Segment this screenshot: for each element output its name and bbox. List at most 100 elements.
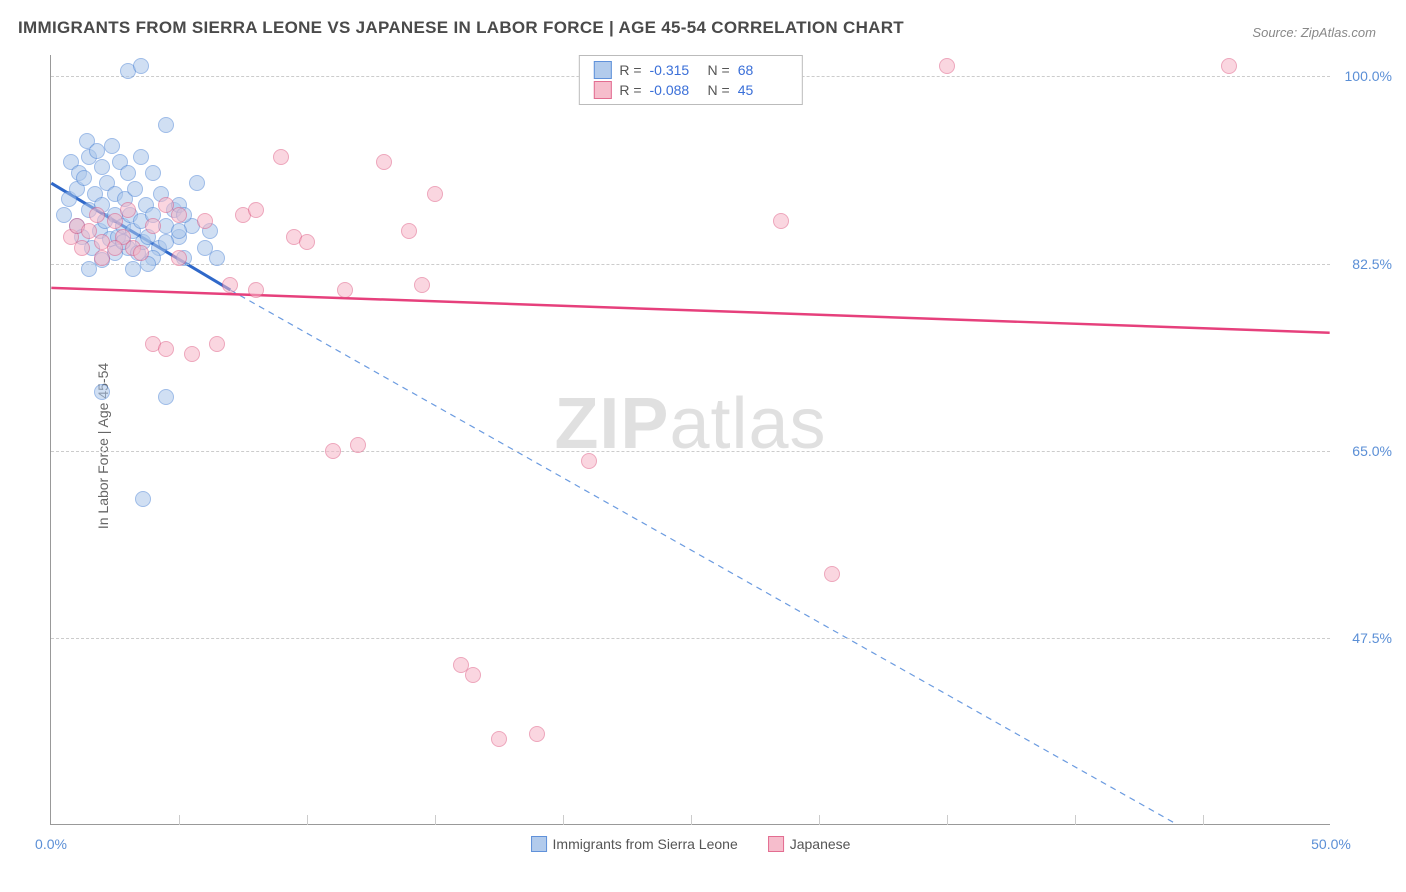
data-point-japanese — [427, 186, 443, 202]
data-point-japanese — [1221, 58, 1237, 74]
x-minor-tick — [1075, 815, 1076, 825]
x-minor-tick — [435, 815, 436, 825]
gridline-horizontal — [51, 638, 1330, 639]
data-point-sierra_leone — [145, 165, 161, 181]
legend-swatch-japanese — [768, 836, 784, 852]
n-value-japanese: 45 — [738, 82, 788, 98]
x-minor-tick — [179, 815, 180, 825]
data-point-japanese — [376, 154, 392, 170]
data-point-sierra_leone — [133, 58, 149, 74]
legend-swatch-japanese — [593, 81, 611, 99]
data-point-sierra_leone — [81, 261, 97, 277]
data-point-sierra_leone — [104, 138, 120, 154]
legend-swatch-sierra-leone — [531, 836, 547, 852]
r-value-japanese: -0.088 — [650, 82, 700, 98]
trend-line — [51, 288, 1329, 333]
data-point-japanese — [465, 667, 481, 683]
data-point-sierra_leone — [158, 389, 174, 405]
data-point-japanese — [299, 234, 315, 250]
data-point-japanese — [120, 202, 136, 218]
data-point-sierra_leone — [135, 491, 151, 507]
data-point-japanese — [401, 223, 417, 239]
legend-stats-box: R = -0.315 N = 68 R = -0.088 N = 45 — [578, 55, 802, 105]
legend-swatch-sierra-leone — [593, 61, 611, 79]
data-point-japanese — [773, 213, 789, 229]
data-point-sierra_leone — [133, 149, 149, 165]
legend-label-sierra-leone: Immigrants from Sierra Leone — [553, 836, 738, 852]
data-point-japanese — [107, 240, 123, 256]
data-point-japanese — [89, 207, 105, 223]
chart-title: IMMIGRANTS FROM SIERRA LEONE VS JAPANESE… — [18, 18, 904, 38]
x-minor-tick — [1203, 815, 1204, 825]
data-point-japanese — [222, 277, 238, 293]
data-point-japanese — [197, 213, 213, 229]
chart-container: IMMIGRANTS FROM SIERRA LEONE VS JAPANESE… — [0, 0, 1406, 892]
source-label: Source: — [1252, 25, 1297, 40]
x-tick-label: 0.0% — [35, 836, 67, 852]
x-tick-label: 50.0% — [1311, 836, 1351, 852]
data-point-japanese — [107, 213, 123, 229]
data-point-sierra_leone — [76, 170, 92, 186]
data-point-japanese — [824, 566, 840, 582]
data-point-japanese — [248, 282, 264, 298]
gridline-horizontal — [51, 264, 1330, 265]
data-point-japanese — [94, 250, 110, 266]
data-point-sierra_leone — [171, 223, 187, 239]
r-value-sierra-leone: -0.315 — [650, 62, 700, 78]
source-attribution: Source: ZipAtlas.com — [1252, 25, 1376, 40]
data-point-japanese — [529, 726, 545, 742]
data-point-japanese — [184, 346, 200, 362]
y-tick-label: 82.5% — [1337, 256, 1392, 272]
data-point-sierra_leone — [120, 165, 136, 181]
n-label: N = — [708, 82, 730, 98]
data-point-japanese — [248, 202, 264, 218]
data-point-japanese — [74, 240, 90, 256]
legend-stats-row: R = -0.315 N = 68 — [593, 60, 787, 80]
watermark: ZIPatlas — [554, 383, 826, 465]
trend-line — [230, 290, 1176, 824]
data-point-japanese — [171, 250, 187, 266]
data-point-sierra_leone — [158, 117, 174, 133]
data-point-japanese — [337, 282, 353, 298]
r-label: R = — [619, 62, 641, 78]
data-point-sierra_leone — [189, 175, 205, 191]
legend-stats-row: R = -0.088 N = 45 — [593, 80, 787, 100]
data-point-sierra_leone — [209, 250, 225, 266]
data-point-sierra_leone — [89, 143, 105, 159]
data-point-japanese — [939, 58, 955, 74]
legend-label-japanese: Japanese — [790, 836, 851, 852]
data-point-japanese — [350, 437, 366, 453]
data-point-japanese — [158, 197, 174, 213]
data-point-japanese — [273, 149, 289, 165]
n-label: N = — [708, 62, 730, 78]
source-value: ZipAtlas.com — [1301, 25, 1376, 40]
data-point-japanese — [209, 336, 225, 352]
data-point-japanese — [491, 731, 507, 747]
r-label: R = — [619, 82, 641, 98]
data-point-sierra_leone — [94, 384, 110, 400]
data-point-japanese — [133, 245, 149, 261]
legend-item-japanese: Japanese — [768, 836, 851, 852]
data-point-sierra_leone — [125, 261, 141, 277]
plot-area: ZIPatlas R = -0.315 N = 68 R = -0.088 N … — [50, 55, 1330, 825]
legend-series: Immigrants from Sierra Leone Japanese — [531, 836, 851, 852]
data-point-sierra_leone — [94, 159, 110, 175]
data-point-japanese — [158, 341, 174, 357]
y-tick-label: 65.0% — [1337, 443, 1392, 459]
x-minor-tick — [563, 815, 564, 825]
y-tick-label: 100.0% — [1337, 68, 1392, 84]
data-point-japanese — [145, 218, 161, 234]
legend-item-sierra-leone: Immigrants from Sierra Leone — [531, 836, 738, 852]
data-point-sierra_leone — [158, 234, 174, 250]
trend-lines-layer — [51, 55, 1330, 824]
data-point-japanese — [325, 443, 341, 459]
x-minor-tick — [691, 815, 692, 825]
gridline-horizontal — [51, 451, 1330, 452]
x-minor-tick — [819, 815, 820, 825]
n-value-sierra-leone: 68 — [738, 62, 788, 78]
x-minor-tick — [947, 815, 948, 825]
data-point-japanese — [171, 207, 187, 223]
data-point-japanese — [414, 277, 430, 293]
data-point-japanese — [581, 453, 597, 469]
y-tick-label: 47.5% — [1337, 630, 1392, 646]
